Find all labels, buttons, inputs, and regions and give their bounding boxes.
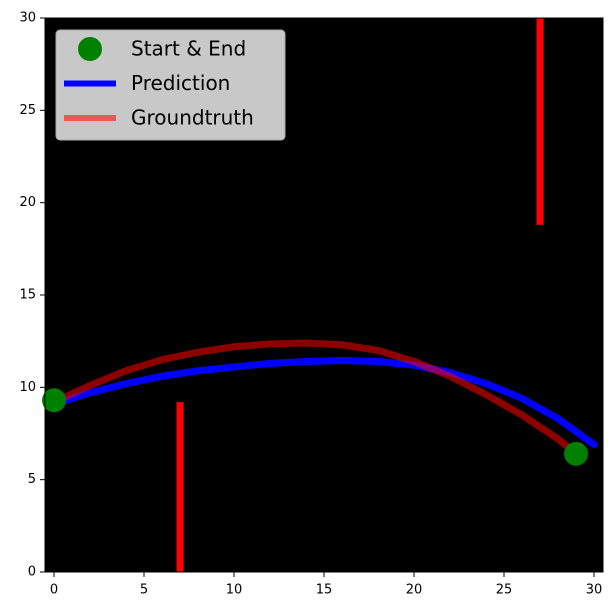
series-line <box>50 357 598 449</box>
y-tick-label: 30 <box>19 11 36 26</box>
x-tick-label: 5 <box>140 583 148 598</box>
y-tick-label: 10 <box>19 380 36 395</box>
series-line <box>50 339 580 458</box>
legend: Start & End Prediction Groundtruth <box>55 29 286 141</box>
y-tick-label: 25 <box>19 103 36 118</box>
legend-box <box>55 29 286 141</box>
y-tick-label: 20 <box>19 195 36 210</box>
legend-label: Groundtruth <box>131 106 254 130</box>
y-tick-label: 15 <box>19 288 36 303</box>
point <box>564 441 588 466</box>
y-tick-label: 5 <box>28 472 36 487</box>
x-tick-label: 25 <box>496 583 513 598</box>
x-tick-label: 10 <box>226 583 243 598</box>
legend-marker <box>78 37 102 61</box>
x-tick-label: 15 <box>316 583 333 598</box>
x-tick-label: 0 <box>50 583 58 598</box>
legend-label: Prediction <box>131 71 230 95</box>
x-tick-label: 30 <box>586 583 603 598</box>
legend-label: Start & End <box>131 37 246 61</box>
y-tick-label: 0 <box>28 565 36 580</box>
x-tick-label: 20 <box>406 583 423 598</box>
point <box>42 388 66 413</box>
